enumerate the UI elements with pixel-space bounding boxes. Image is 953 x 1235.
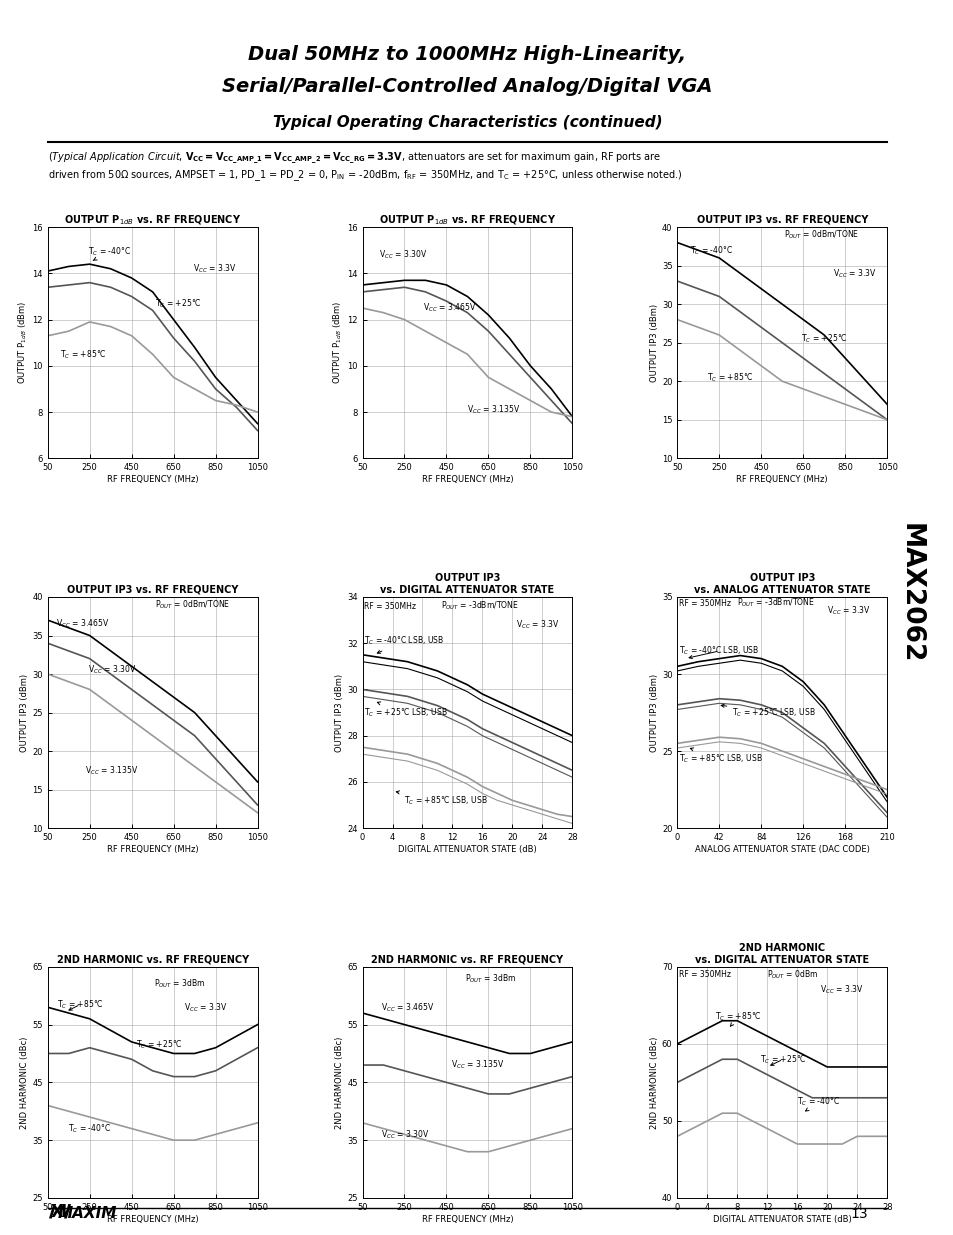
Text: P$_{OUT}$ = 0dBm/TONE: P$_{OUT}$ = 0dBm/TONE <box>154 599 230 611</box>
Text: 13: 13 <box>850 1208 867 1221</box>
Text: T$_C$ = +25°C: T$_C$ = +25°C <box>801 332 847 345</box>
Title: OUTPUT IP3
vs. ANALOG ATTENUATOR STATE: OUTPUT IP3 vs. ANALOG ATTENUATOR STATE <box>693 573 870 595</box>
X-axis label: RF FREQUENCY (MHz): RF FREQUENCY (MHz) <box>107 845 198 853</box>
X-axis label: RF FREQUENCY (MHz): RF FREQUENCY (MHz) <box>421 1214 513 1224</box>
Text: T$_C$ = +25°C: T$_C$ = +25°C <box>135 1039 182 1051</box>
Text: RF = 350MHz: RF = 350MHz <box>679 969 730 979</box>
X-axis label: ANALOG ATTENUATOR STATE (DAC CODE): ANALOG ATTENUATOR STATE (DAC CODE) <box>694 845 869 853</box>
Text: MAX2062: MAX2062 <box>897 522 923 663</box>
Text: T$_C$ = +25°C LSB, USB: T$_C$ = +25°C LSB, USB <box>720 704 815 719</box>
Text: V$_{CC}$ = 3.465V: V$_{CC}$ = 3.465V <box>381 1002 435 1014</box>
X-axis label: RF FREQUENCY (MHz): RF FREQUENCY (MHz) <box>107 475 198 484</box>
Text: T$_C$ = +85°C LSB, USB: T$_C$ = +85°C LSB, USB <box>679 748 762 764</box>
Text: V$_{CC}$ = 3.3V: V$_{CC}$ = 3.3V <box>193 263 235 275</box>
Text: P$_{OUT}$ = 3dBm: P$_{OUT}$ = 3dBm <box>465 972 517 984</box>
Text: V$_{CC}$ = 3.30V: V$_{CC}$ = 3.30V <box>381 1128 430 1141</box>
Text: $\mathbf{/\!\!/\!\!/\!\!X\!I\!/\!\!/}$: $\mathbf{/\!\!/\!\!/\!\!X\!I\!/\!\!/}$ <box>48 1202 72 1220</box>
Text: T$_C$ = -40°C: T$_C$ = -40°C <box>88 246 131 261</box>
Text: V$_{CC}$ = 3.3V: V$_{CC}$ = 3.3V <box>184 1002 227 1014</box>
Text: T$_C$ = +85°C: T$_C$ = +85°C <box>706 372 753 384</box>
Text: V$_{CC}$ = 3.30V: V$_{CC}$ = 3.30V <box>379 248 427 261</box>
Text: T$_C$ = -40°C LSB, USB: T$_C$ = -40°C LSB, USB <box>679 645 759 658</box>
Text: V$_{CC}$ = 3.465V: V$_{CC}$ = 3.465V <box>423 301 476 315</box>
Text: T$_C$ = +25°C: T$_C$ = +25°C <box>154 298 201 310</box>
Text: V$_{CC}$ = 3.30V: V$_{CC}$ = 3.30V <box>88 664 136 677</box>
Y-axis label: OUTPUT P$_{1dB}$ (dBm): OUTPUT P$_{1dB}$ (dBm) <box>17 301 30 384</box>
Text: V$_{CC}$ = 3.3V: V$_{CC}$ = 3.3V <box>516 619 559 631</box>
Text: P$_{OUT}$ = 3dBm: P$_{OUT}$ = 3dBm <box>153 978 205 990</box>
X-axis label: DIGITAL ATTENUATOR STATE (dB): DIGITAL ATTENUATOR STATE (dB) <box>712 1214 851 1224</box>
Text: T$_C$ = -40°C: T$_C$ = -40°C <box>68 1123 111 1135</box>
Text: P$_{OUT}$ = 0dBm: P$_{OUT}$ = 0dBm <box>766 968 818 981</box>
X-axis label: RF FREQUENCY (MHz): RF FREQUENCY (MHz) <box>736 475 827 484</box>
Text: Dual 50MHz to 1000MHz High-Linearity,: Dual 50MHz to 1000MHz High-Linearity, <box>248 46 686 64</box>
Y-axis label: OUTPUT IP3 (dBm): OUTPUT IP3 (dBm) <box>649 304 659 382</box>
Text: T$_C$ = +85°C: T$_C$ = +85°C <box>714 1010 760 1026</box>
Title: 2ND HARMONIC
vs. DIGITAL ATTENUATOR STATE: 2ND HARMONIC vs. DIGITAL ATTENUATOR STAT… <box>695 944 868 965</box>
Text: RF = 350MHz: RF = 350MHz <box>364 601 416 611</box>
Text: MAXIM: MAXIM <box>57 1207 116 1221</box>
Text: V$_{CC}$ = 3.135V: V$_{CC}$ = 3.135V <box>467 404 520 416</box>
Title: 2ND HARMONIC vs. RF FREQUENCY: 2ND HARMONIC vs. RF FREQUENCY <box>56 955 249 965</box>
Text: T$_C$ = +25°C LSB, USB: T$_C$ = +25°C LSB, USB <box>364 701 447 719</box>
Text: V$_{CC}$ = 3.3V: V$_{CC}$ = 3.3V <box>819 983 862 997</box>
Text: Serial/Parallel-Controlled Analog/Digital VGA: Serial/Parallel-Controlled Analog/Digita… <box>222 78 712 96</box>
Y-axis label: 2ND HARMONIC (dBc): 2ND HARMONIC (dBc) <box>649 1036 659 1129</box>
Text: V$_{CC}$ = 3.465V: V$_{CC}$ = 3.465V <box>56 618 110 630</box>
Text: T$_C$ = +85°C LSB, USB: T$_C$ = +85°C LSB, USB <box>395 790 487 806</box>
Text: RF = 350MHz: RF = 350MHz <box>679 599 731 608</box>
Y-axis label: 2ND HARMONIC (dBc): 2ND HARMONIC (dBc) <box>20 1036 30 1129</box>
X-axis label: RF FREQUENCY (MHz): RF FREQUENCY (MHz) <box>421 475 513 484</box>
Text: V$_{CC}$ = 3.135V: V$_{CC}$ = 3.135V <box>450 1058 503 1071</box>
Text: P$_{OUT}$ = -3dBm/TONE: P$_{OUT}$ = -3dBm/TONE <box>440 600 518 613</box>
Y-axis label: OUTPUT IP3 (dBm): OUTPUT IP3 (dBm) <box>20 673 30 752</box>
Text: P$_{OUT}$ = 0dBm/TONE: P$_{OUT}$ = 0dBm/TONE <box>783 228 859 241</box>
Text: P$_{OUT}$ = -3dBm/TONE: P$_{OUT}$ = -3dBm/TONE <box>737 597 814 609</box>
Text: V$_{CC}$ = 3.3V: V$_{CC}$ = 3.3V <box>826 605 870 618</box>
Text: T$_C$ = -40°C: T$_C$ = -40°C <box>689 245 732 257</box>
Title: OUTPUT IP3 vs. RF FREQUENCY: OUTPUT IP3 vs. RF FREQUENCY <box>67 585 238 595</box>
Text: T$_C$ = -40°C: T$_C$ = -40°C <box>797 1095 840 1112</box>
X-axis label: DIGITAL ATTENUATOR STATE (dB): DIGITAL ATTENUATOR STATE (dB) <box>397 845 537 853</box>
X-axis label: RF FREQUENCY (MHz): RF FREQUENCY (MHz) <box>107 1214 198 1224</box>
Text: T$_C$ = -40°C LSB, USB: T$_C$ = -40°C LSB, USB <box>364 635 444 653</box>
Text: T$_C$ = +25°C: T$_C$ = +25°C <box>759 1053 805 1066</box>
Y-axis label: OUTPUT IP3 (dBm): OUTPUT IP3 (dBm) <box>335 673 344 752</box>
Text: T$_C$ = +85°C: T$_C$ = +85°C <box>60 348 107 361</box>
Y-axis label: OUTPUT P$_{1dB}$ (dBm): OUTPUT P$_{1dB}$ (dBm) <box>332 301 344 384</box>
Text: Typical Operating Characteristics (continued): Typical Operating Characteristics (conti… <box>273 115 661 130</box>
Title: OUTPUT IP3
vs. DIGITAL ATTENUATOR STATE: OUTPUT IP3 vs. DIGITAL ATTENUATOR STATE <box>380 573 554 595</box>
Y-axis label: 2ND HARMONIC (dBc): 2ND HARMONIC (dBc) <box>335 1036 344 1129</box>
Title: OUTPUT P$_{1dB}$ vs. RF FREQUENCY: OUTPUT P$_{1dB}$ vs. RF FREQUENCY <box>378 214 556 227</box>
Title: OUTPUT IP3 vs. RF FREQUENCY: OUTPUT IP3 vs. RF FREQUENCY <box>696 215 867 225</box>
Text: ($\it{Typical\ Application\ Circuit}$, $\mathbf{V_{CC} = V_{CC\_AMP\_1} = V_{CC\: ($\it{Typical\ Application\ Circuit}$, $… <box>48 151 681 183</box>
Title: OUTPUT P$_{1dB}$ vs. RF FREQUENCY: OUTPUT P$_{1dB}$ vs. RF FREQUENCY <box>64 214 241 227</box>
Text: V$_{CC}$ = 3.135V: V$_{CC}$ = 3.135V <box>86 764 138 777</box>
Text: V$_{CC}$ = 3.3V: V$_{CC}$ = 3.3V <box>832 267 875 279</box>
Y-axis label: OUTPUT IP3 (dBm): OUTPUT IP3 (dBm) <box>649 673 659 752</box>
Text: T$_C$ = +85°C: T$_C$ = +85°C <box>57 998 104 1010</box>
Title: 2ND HARMONIC vs. RF FREQUENCY: 2ND HARMONIC vs. RF FREQUENCY <box>371 955 563 965</box>
